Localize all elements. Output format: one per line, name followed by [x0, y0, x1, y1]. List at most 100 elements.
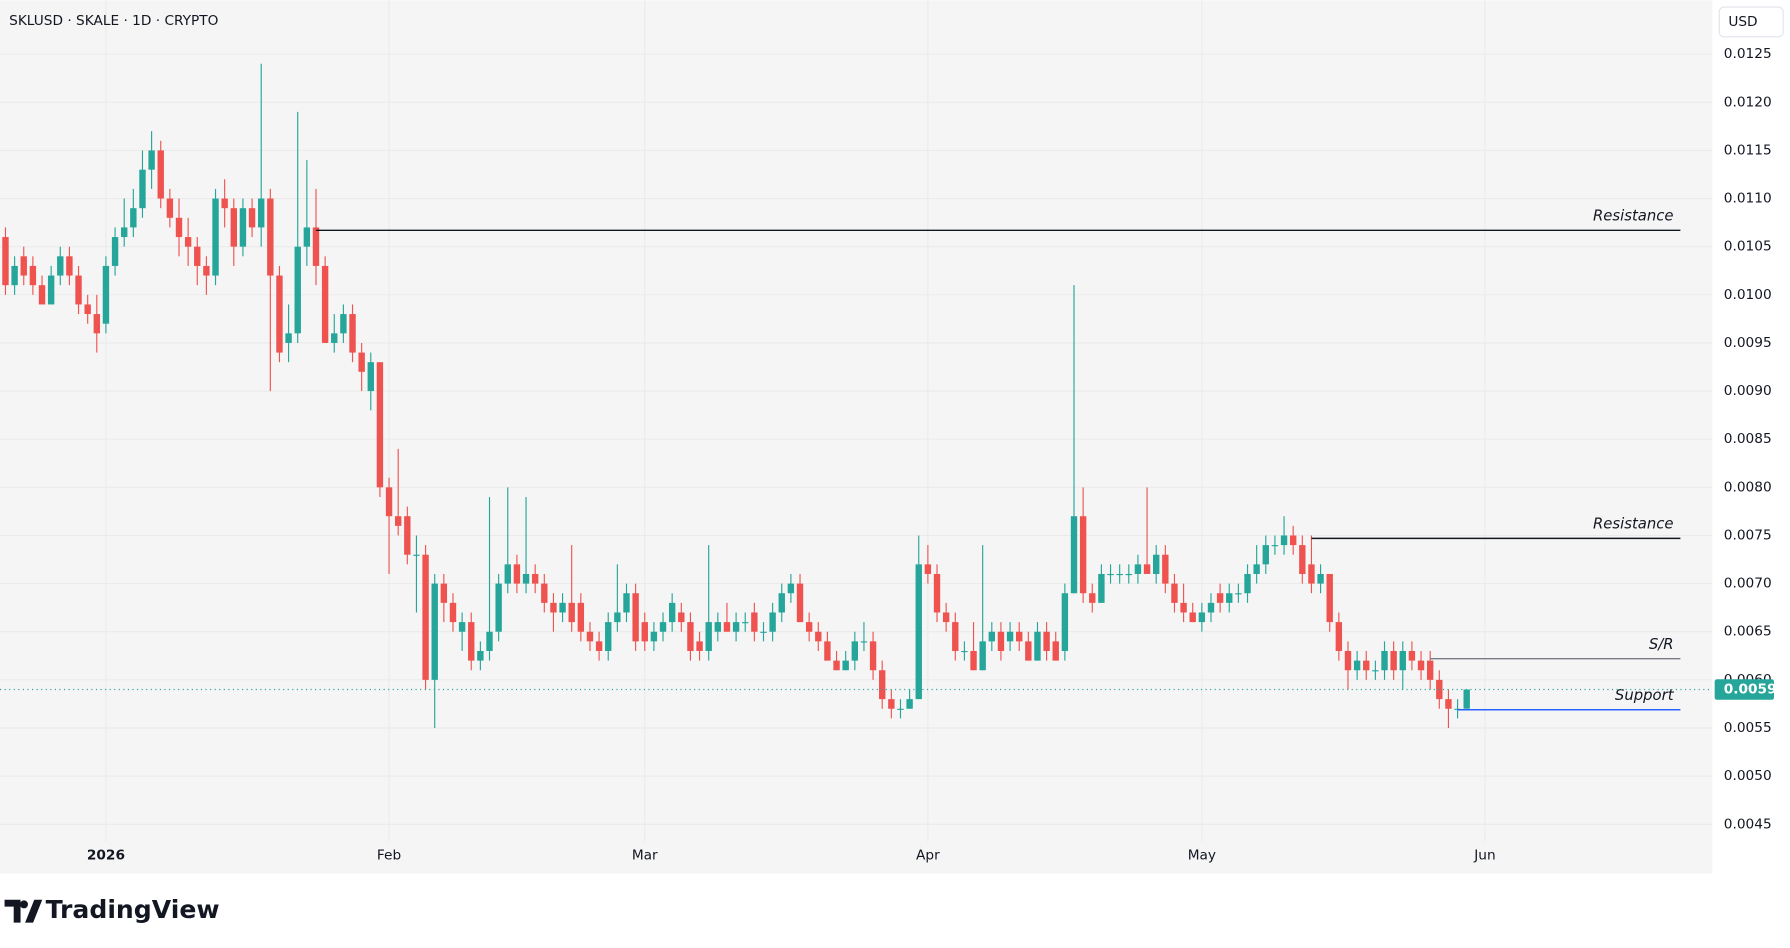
candle-body — [38, 285, 46, 305]
candle-body — [605, 622, 612, 651]
candle-body — [121, 227, 128, 238]
candle-body — [1271, 545, 1279, 547]
candle-body — [431, 583, 438, 680]
candle-body — [586, 631, 594, 642]
candle-body — [1180, 602, 1187, 613]
candle-body — [1134, 564, 1142, 574]
candle-body — [842, 660, 849, 671]
candle-body — [577, 602, 585, 632]
y-tick-label: 0.0080 — [1724, 479, 1772, 495]
candle-body — [623, 593, 630, 613]
candle-body — [75, 275, 82, 305]
candle-body — [687, 622, 694, 651]
candle-body — [860, 641, 868, 643]
candle-body — [1317, 573, 1324, 584]
candle-body — [1189, 612, 1196, 623]
candle-body — [321, 265, 329, 343]
candle-body — [184, 237, 192, 247]
candle-body — [230, 208, 237, 247]
candle-body — [20, 256, 27, 276]
candle-body — [1363, 660, 1370, 671]
candle-body — [833, 660, 840, 671]
candle-body — [1235, 593, 1242, 595]
candle-body — [1335, 622, 1343, 651]
candle-body — [221, 198, 228, 209]
candle-body — [477, 650, 484, 661]
candle-body — [203, 265, 210, 276]
candle-body — [970, 650, 977, 671]
candle-body — [1043, 631, 1050, 651]
logo: TradingView — [4, 895, 220, 924]
candle-body — [851, 641, 859, 661]
candle-body — [1152, 554, 1160, 574]
plot-background — [0, 0, 1712, 873]
candle-body — [1107, 573, 1114, 576]
level-label: Resistance — [1593, 208, 1674, 225]
candle-body — [1445, 699, 1452, 709]
y-tick-label: 0.0095 — [1724, 335, 1772, 351]
candle-body — [1098, 573, 1105, 603]
candle-body — [1226, 593, 1233, 603]
candle-body — [358, 352, 365, 372]
y-tick-label: 0.0090 — [1724, 383, 1772, 399]
candle-body — [1125, 573, 1132, 576]
y-tick-label: 0.0045 — [1724, 816, 1772, 832]
candle-body — [111, 237, 119, 266]
candle-body — [550, 602, 557, 613]
candle-body — [495, 583, 502, 632]
candle-body — [1408, 650, 1416, 661]
candle-body — [376, 362, 384, 488]
candle-body — [312, 227, 320, 266]
y-tick-label: 0.0050 — [1724, 768, 1772, 784]
candle-body — [1143, 564, 1151, 574]
level-label: Resistance — [1593, 516, 1674, 533]
candle-body — [696, 641, 703, 651]
candle-body — [1034, 631, 1041, 661]
candle-body — [1079, 516, 1087, 594]
candle-body — [468, 622, 475, 661]
candle-body — [1016, 631, 1023, 642]
x-tick-label: Feb — [377, 847, 401, 863]
candle-body — [93, 314, 101, 334]
candle-body — [942, 612, 950, 623]
x-tick-label: Jun — [1473, 847, 1495, 863]
logo-dot — [19, 900, 28, 909]
candle-body — [404, 516, 411, 555]
candle-body — [1244, 573, 1251, 594]
x-tick-label: Mar — [632, 847, 658, 863]
candle-body — [248, 208, 256, 228]
candle-body — [2, 237, 9, 286]
currency-box[interactable] — [1718, 6, 1784, 38]
candle-body — [276, 275, 283, 353]
candle-body — [522, 573, 530, 584]
candle-body — [1326, 573, 1333, 623]
candle-body — [239, 208, 247, 247]
candle-body — [1381, 650, 1388, 671]
candle-body — [1061, 593, 1069, 651]
candle-body — [1089, 593, 1096, 603]
candle-body — [915, 564, 922, 700]
candle-body — [997, 631, 1005, 651]
candle-body — [422, 554, 429, 680]
candle-body — [1280, 535, 1288, 546]
candle-body — [349, 314, 356, 353]
candle-body — [504, 564, 511, 584]
candle-body — [458, 622, 466, 632]
currency[interactable]: USD — [1728, 14, 1757, 30]
last-price-label: 0.0059 — [1724, 681, 1777, 697]
candle-body — [1372, 670, 1379, 672]
candle-body — [66, 256, 73, 276]
candle-body — [1289, 535, 1297, 546]
candle-body — [1353, 660, 1361, 671]
candle-body — [705, 622, 712, 651]
candle-body — [449, 602, 457, 623]
candle-body — [1006, 631, 1014, 642]
candle-body — [961, 650, 968, 653]
candle-body — [614, 612, 621, 623]
brand: TradingView — [46, 895, 220, 924]
candle-body — [678, 612, 685, 623]
candle-body — [1116, 573, 1123, 576]
candle-body — [1070, 516, 1078, 594]
candle-body — [394, 516, 402, 526]
